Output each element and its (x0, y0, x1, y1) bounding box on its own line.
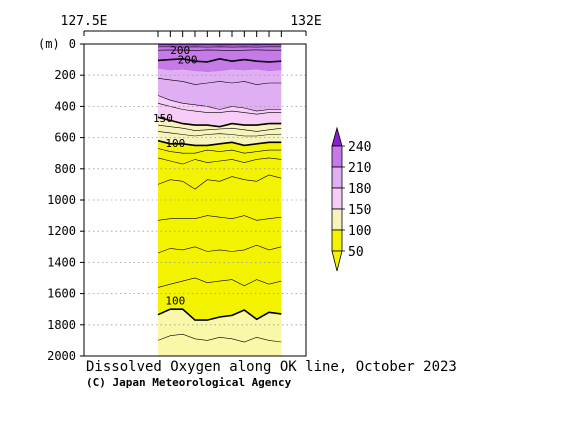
contour-line-thin (157, 49, 282, 51)
color-legend: 240 210 180 150 100 50 (331, 126, 371, 272)
contour-line-200 (157, 57, 282, 63)
contour-line-thin (157, 148, 282, 154)
contour-line-thin (157, 103, 282, 115)
contour-label: 200 (178, 54, 198, 67)
depth-axis: 0 200 400 600 800 1000 1200 1400 1600 1800 2000 (m) (38, 37, 84, 363)
y-tick-label: 1000 (47, 193, 76, 207)
legend-swatch (331, 145, 343, 168)
contour-line-100 (157, 139, 282, 147)
contour-fill-regions (158, 44, 282, 356)
legend-swatch (331, 229, 343, 252)
legend-label: 180 (348, 182, 371, 197)
credit-text: (C) Japan Meteorological Agency (86, 376, 292, 389)
contour-line-thin (157, 124, 282, 132)
legend-label: 240 (348, 140, 371, 155)
legend-label: 150 (348, 203, 371, 218)
contour-line-100 (157, 308, 282, 321)
legend-label: 210 (348, 161, 371, 176)
legend-label: 100 (348, 224, 371, 239)
contour-label: 200 (170, 44, 190, 57)
contour-line-thin (157, 244, 282, 254)
contour-label: 100 (165, 295, 185, 308)
chart-title: Dissolved Oxygen along OK line, October … (86, 359, 457, 375)
y-tick-label: 1400 (47, 255, 76, 269)
legend-bottom-arrow (331, 250, 343, 272)
y-tick-label: 600 (54, 131, 76, 145)
contour-line-thin (157, 277, 282, 288)
y-tick-label: 1200 (47, 224, 76, 238)
region-150-180 (158, 95, 282, 127)
y-tick-label: 1600 (47, 287, 76, 301)
y-tick-label: 800 (54, 162, 76, 176)
y-tick-label: 200 (54, 68, 76, 82)
y-tick-label: 2000 (47, 349, 76, 363)
contour-label: 150 (153, 112, 173, 125)
contour-lines (157, 46, 282, 343)
contour-line-thin (157, 215, 282, 221)
region-below-50 (158, 309, 282, 356)
region-180-210 (158, 69, 282, 112)
legend-swatch (331, 208, 343, 231)
legend-label: 50 (348, 245, 364, 260)
depth-gridlines (84, 74, 306, 326)
contour-line-thin (157, 95, 282, 112)
x-tick-label: 127.5E (61, 14, 108, 29)
x-tick-label: 132E (290, 14, 321, 29)
legend-top-arrow (331, 126, 343, 147)
contour-line-150 (157, 116, 282, 128)
y-tick-label: 1800 (47, 318, 76, 332)
contour-label: 100 (165, 137, 185, 150)
contour-line-thin (157, 131, 282, 137)
y-axis-label: (m) (38, 37, 60, 51)
legend-swatch (331, 166, 343, 189)
contour-line-thin (157, 333, 282, 343)
region-50-100 (158, 140, 282, 321)
y-tick-label: 400 (54, 99, 76, 113)
longitude-axis: 127.5E 132E (61, 14, 322, 37)
contour-line-thin (157, 78, 282, 85)
y-tick-label: 0 (69, 37, 76, 51)
contour-line-thin (157, 157, 282, 165)
region-100-150 (158, 117, 282, 146)
legend-swatch (331, 187, 343, 210)
contour-line-thin (157, 174, 282, 190)
